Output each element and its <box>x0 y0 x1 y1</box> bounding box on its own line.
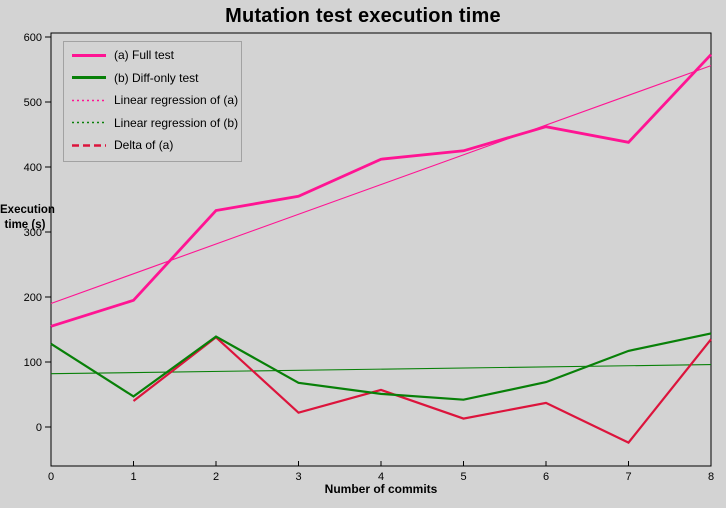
y-tick-label: 400 <box>24 162 42 174</box>
y-tick-label: 100 <box>24 357 42 369</box>
legend-label: (a) Full test <box>114 48 175 63</box>
regression-a-swatch-line <box>72 99 106 102</box>
legend-item-regression-b: Linear regression of (b) <box>72 112 241 135</box>
x-tick-label: 5 <box>460 471 466 483</box>
x-tick-label: 3 <box>295 471 301 483</box>
legend-box: (a) Full test (b) Diff-only test Linear … <box>63 41 242 162</box>
regression-b-swatch-line <box>72 121 106 124</box>
y-tick-label: 600 <box>24 32 42 44</box>
x-tick-label: 2 <box>213 471 219 483</box>
legend-label: Linear regression of (a) <box>114 93 239 108</box>
legend-label: (b) Diff-only test <box>114 70 199 85</box>
y-tick-label: 300 <box>24 227 42 239</box>
y-axis-title: Execution time (s) <box>0 203 55 233</box>
legend-item-full-test: (a) Full test <box>72 44 241 67</box>
chart-title: Mutation test execution time <box>225 5 501 27</box>
regression-a-line <box>50 65 712 305</box>
y-axis-title-line1: Execution <box>0 204 55 216</box>
y-tick-label: 500 <box>24 97 42 109</box>
x-tick-label: 7 <box>625 471 631 483</box>
x-tick-label: 8 <box>708 471 714 483</box>
diff-only-swatch-line <box>72 76 106 80</box>
diff-only-line <box>50 332 712 401</box>
y-axis-title-line2: time (s) <box>4 219 46 231</box>
delta-swatch-line <box>72 143 106 147</box>
delta-line <box>132 335 712 444</box>
full-test-line <box>50 53 713 328</box>
x-tick-label: 0 <box>48 471 54 483</box>
regression-b-line <box>50 364 712 375</box>
x-tick-label: 6 <box>543 471 549 483</box>
legend-label: Delta of (a) <box>114 138 174 153</box>
full-test-swatch-line <box>72 53 106 57</box>
legend-item-delta: Delta of (a) <box>72 134 241 157</box>
legend-item-diff-only: (b) Diff-only test <box>72 67 241 90</box>
x-axis-title: Number of commits <box>324 482 438 496</box>
y-tick-label: 0 <box>36 422 42 434</box>
x-tick-label: 4 <box>378 471 384 483</box>
legend-label: Linear regression of (b) <box>114 115 239 130</box>
y-tick-label: 200 <box>24 292 42 304</box>
x-tick-label: 1 <box>130 471 136 483</box>
legend-item-regression-a: Linear regression of (a) <box>72 89 241 112</box>
